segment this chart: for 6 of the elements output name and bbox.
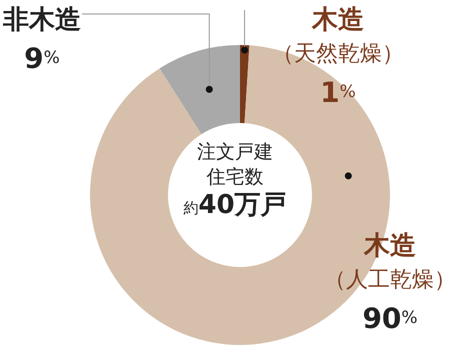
data-label: 90% xyxy=(362,302,418,334)
donut-slice xyxy=(240,45,250,124)
text: 注文戸建住宅数約40万戸 xyxy=(182,140,288,220)
data-label: 9% xyxy=(24,42,60,74)
donut-slice xyxy=(160,45,240,134)
slice-label: 非木造 xyxy=(2,5,81,35)
